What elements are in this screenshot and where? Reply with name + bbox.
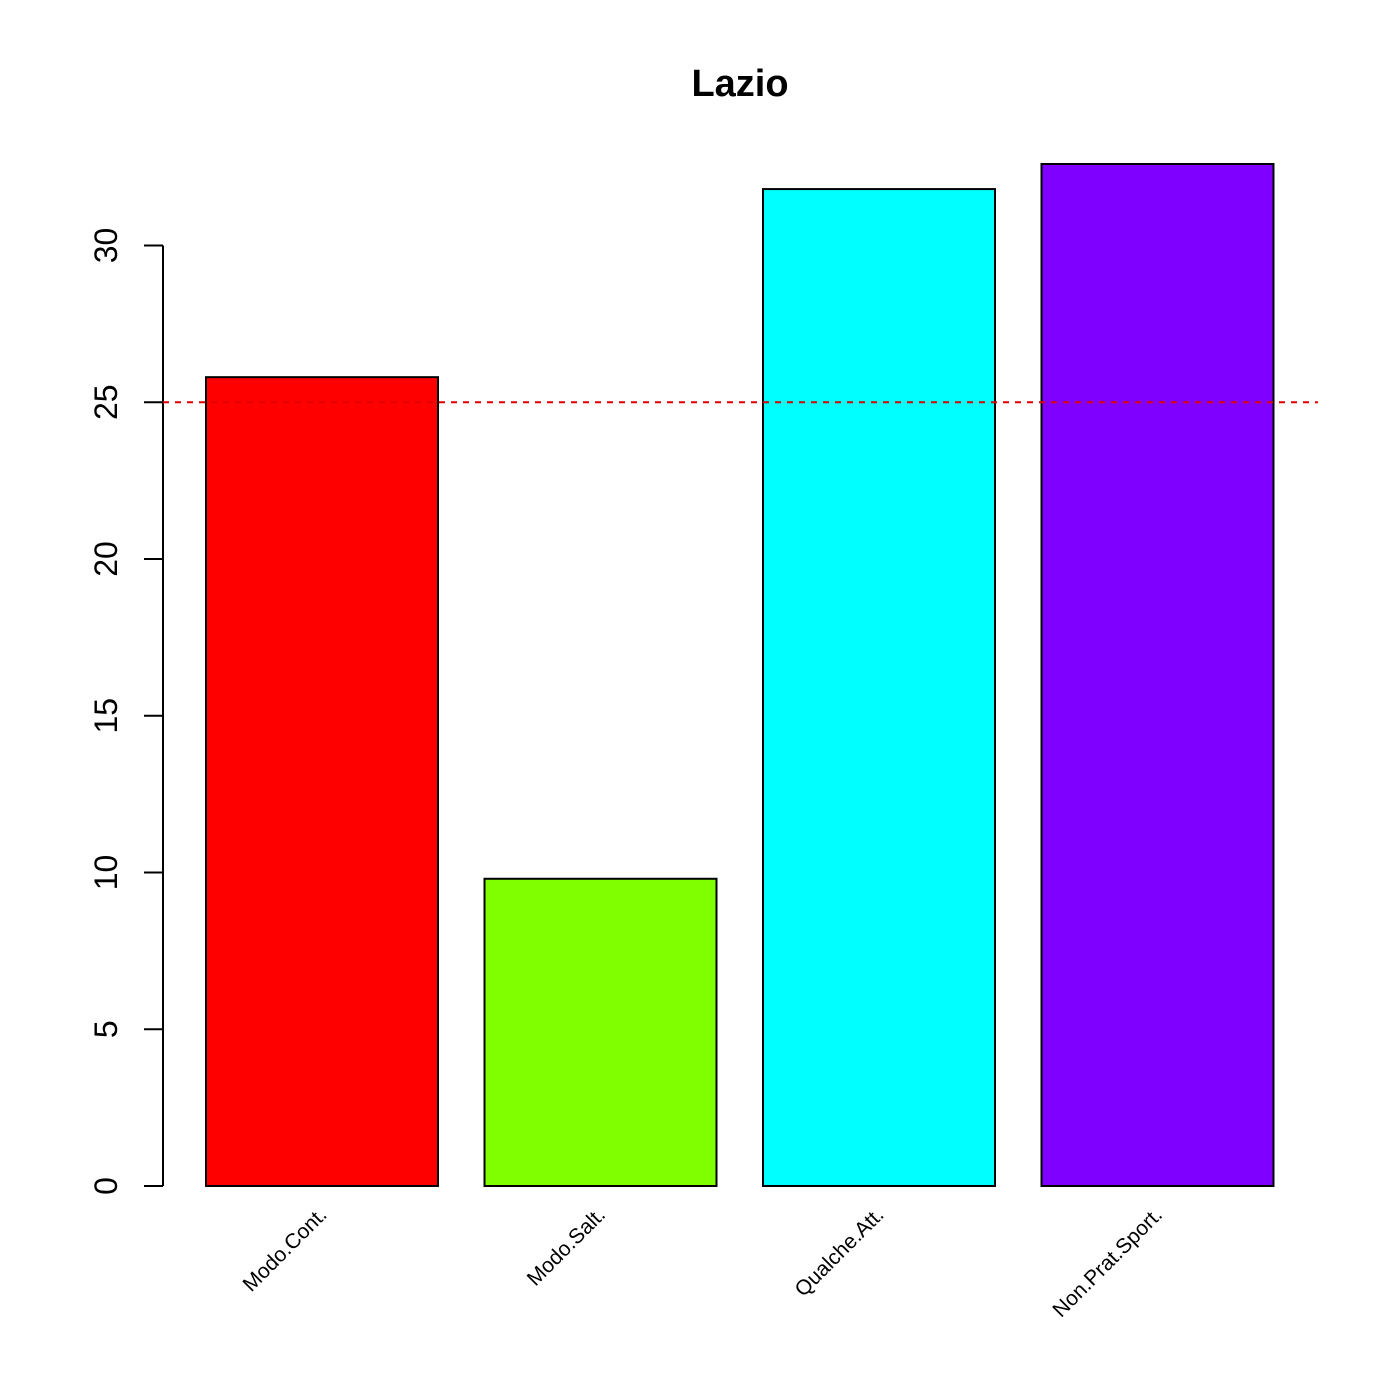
y-axis: 0 5 10 15 20 25 30 bbox=[88, 228, 164, 1195]
y-tick-label: 0 bbox=[88, 1177, 124, 1195]
x-tick-label: Modo.Salt. bbox=[523, 1203, 610, 1290]
y-tick-label: 5 bbox=[88, 1020, 124, 1038]
bar bbox=[205, 376, 439, 1188]
y-tick-label: 20 bbox=[88, 541, 124, 577]
bar bbox=[1040, 162, 1275, 1188]
chart-title: Lazio bbox=[691, 63, 788, 105]
x-tick-label: Qualche.Att. bbox=[791, 1203, 889, 1301]
x-axis-labels: Modo.Cont. Modo.Salt. Qualche.Att. Non.Prat… bbox=[239, 1203, 1168, 1322]
bar bbox=[762, 188, 996, 1187]
bars bbox=[205, 162, 1275, 1188]
x-tick-label: Non.Prat.Sport. bbox=[1048, 1203, 1167, 1322]
y-tick-label: 15 bbox=[88, 698, 124, 734]
bar bbox=[483, 877, 718, 1188]
y-tick-label: 30 bbox=[88, 228, 124, 264]
y-tick-label: 25 bbox=[88, 384, 124, 420]
y-tick-label: 10 bbox=[88, 855, 124, 891]
x-tick-label: Modo.Cont. bbox=[239, 1203, 332, 1296]
